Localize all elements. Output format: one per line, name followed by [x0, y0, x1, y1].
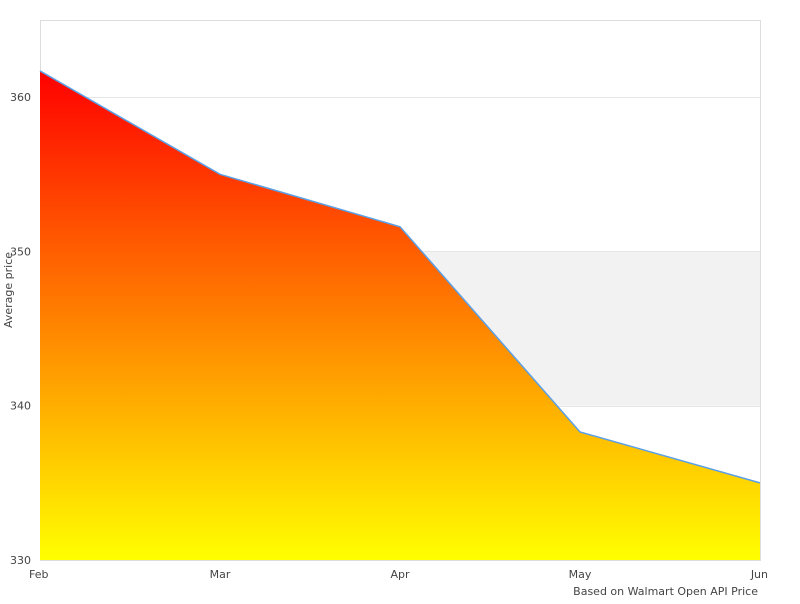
x-tick-label: Jun [750, 568, 768, 581]
area-fill [40, 70, 760, 561]
y-tick-label: 360 [10, 91, 31, 104]
y-tick-label: 340 [10, 400, 31, 413]
x-tick-label: Mar [210, 568, 231, 581]
y-tick-label: 350 [10, 245, 31, 258]
y-axis-label: Average price [2, 252, 15, 328]
series-line [39, 70, 761, 484]
x-tick-label: May [569, 568, 592, 581]
x-tick-label: Feb [29, 568, 48, 581]
x-tick-label: Apr [390, 568, 410, 581]
x-axis-label: Based on Walmart Open API Price [573, 585, 758, 598]
y-tick-label: 330 [10, 554, 31, 567]
